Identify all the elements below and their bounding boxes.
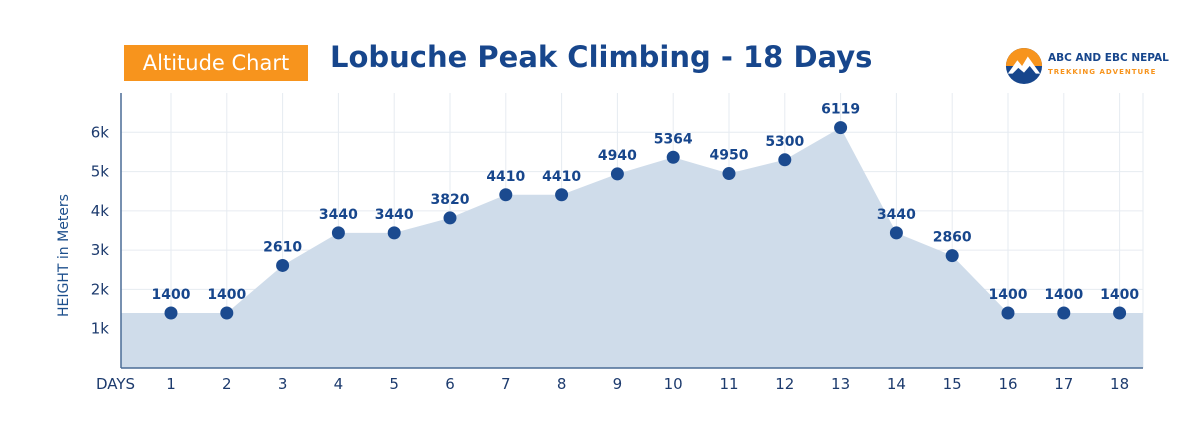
data-point [889, 226, 903, 240]
data-label: 1400 [1044, 287, 1083, 303]
data-points: 1400 1400 2610 3440 3440 3820 4410 4410 4940 5364… [152, 102, 1139, 320]
data-point [1113, 306, 1127, 320]
x-tick-label: 11 [719, 375, 738, 393]
data-point [220, 306, 234, 320]
y-tick-label: 5k [91, 163, 110, 181]
x-tick-label: 7 [501, 375, 511, 393]
data-point [331, 226, 345, 240]
data-point [164, 306, 178, 320]
data-label: 3440 [877, 207, 916, 223]
data-label: 1400 [152, 287, 191, 303]
data-label: 2610 [263, 239, 302, 255]
data-label: 4940 [598, 148, 637, 164]
data-point [499, 188, 513, 202]
data-label: 3440 [375, 207, 414, 223]
data-point [666, 150, 680, 164]
logo-tagline: TREKKING ADVENTURE [1048, 68, 1157, 76]
data-point [778, 153, 792, 167]
data-point [1001, 306, 1015, 320]
data-label: 1400 [1100, 287, 1139, 303]
x-tick-label: 1 [166, 375, 176, 393]
data-point [276, 258, 290, 272]
x-tick-label: 12 [775, 375, 794, 393]
data-point [722, 167, 736, 181]
x-tick-label: 8 [557, 375, 567, 393]
data-point [555, 188, 569, 202]
data-label: 5300 [765, 134, 804, 150]
data-point [1057, 306, 1071, 320]
x-tick-label: 15 [943, 375, 962, 393]
data-label: 6119 [821, 102, 860, 118]
data-label: 4410 [486, 169, 525, 185]
mountain-logo-icon [1005, 47, 1043, 85]
data-point [387, 226, 401, 240]
altitude-area [121, 127, 1143, 368]
y-tick-label: 6k [91, 123, 110, 141]
y-tick-label: 1k [91, 320, 110, 338]
y-tick-label: 4k [91, 202, 110, 220]
data-label: 3440 [319, 207, 358, 223]
x-tick-label: 4 [334, 375, 344, 393]
x-tick-label: 18 [1110, 375, 1129, 393]
data-point [945, 249, 959, 263]
y-axis-label: HEIGHT in Meters [56, 194, 72, 317]
x-tick-label: 16 [998, 375, 1017, 393]
y-tick-label: 2k [91, 280, 110, 298]
x-tick-label: 6 [445, 375, 455, 393]
data-label: 4950 [710, 148, 749, 164]
x-tick-label: 13 [831, 375, 850, 393]
data-label: 4410 [542, 169, 581, 185]
x-axis-label: DAYS [96, 375, 135, 393]
x-tick-label: 9 [613, 375, 623, 393]
company-logo: ABC AND EBC NEPAL TREKKING ADVENTURE [1005, 45, 1170, 87]
data-point [610, 167, 624, 181]
data-label: 3820 [431, 192, 470, 208]
logo-name: ABC AND EBC NEPAL [1048, 52, 1169, 64]
y-tick-label: 3k [91, 241, 110, 259]
data-label: 1400 [989, 287, 1028, 303]
x-tick-label: 3 [278, 375, 288, 393]
x-tick-label: 17 [1054, 375, 1073, 393]
data-label: 5364 [654, 131, 693, 147]
data-label: 2860 [933, 230, 972, 246]
data-label: 1400 [207, 287, 246, 303]
page-title: Lobuche Peak Climbing - 18 Days [330, 40, 873, 74]
x-tick-label: 2 [222, 375, 232, 393]
data-point [443, 211, 457, 225]
data-point [834, 121, 848, 135]
x-tick-label: 14 [887, 375, 906, 393]
chart-badge: Altitude Chart [124, 45, 308, 81]
x-tick-label: 5 [389, 375, 399, 393]
x-tick-label: 10 [664, 375, 683, 393]
